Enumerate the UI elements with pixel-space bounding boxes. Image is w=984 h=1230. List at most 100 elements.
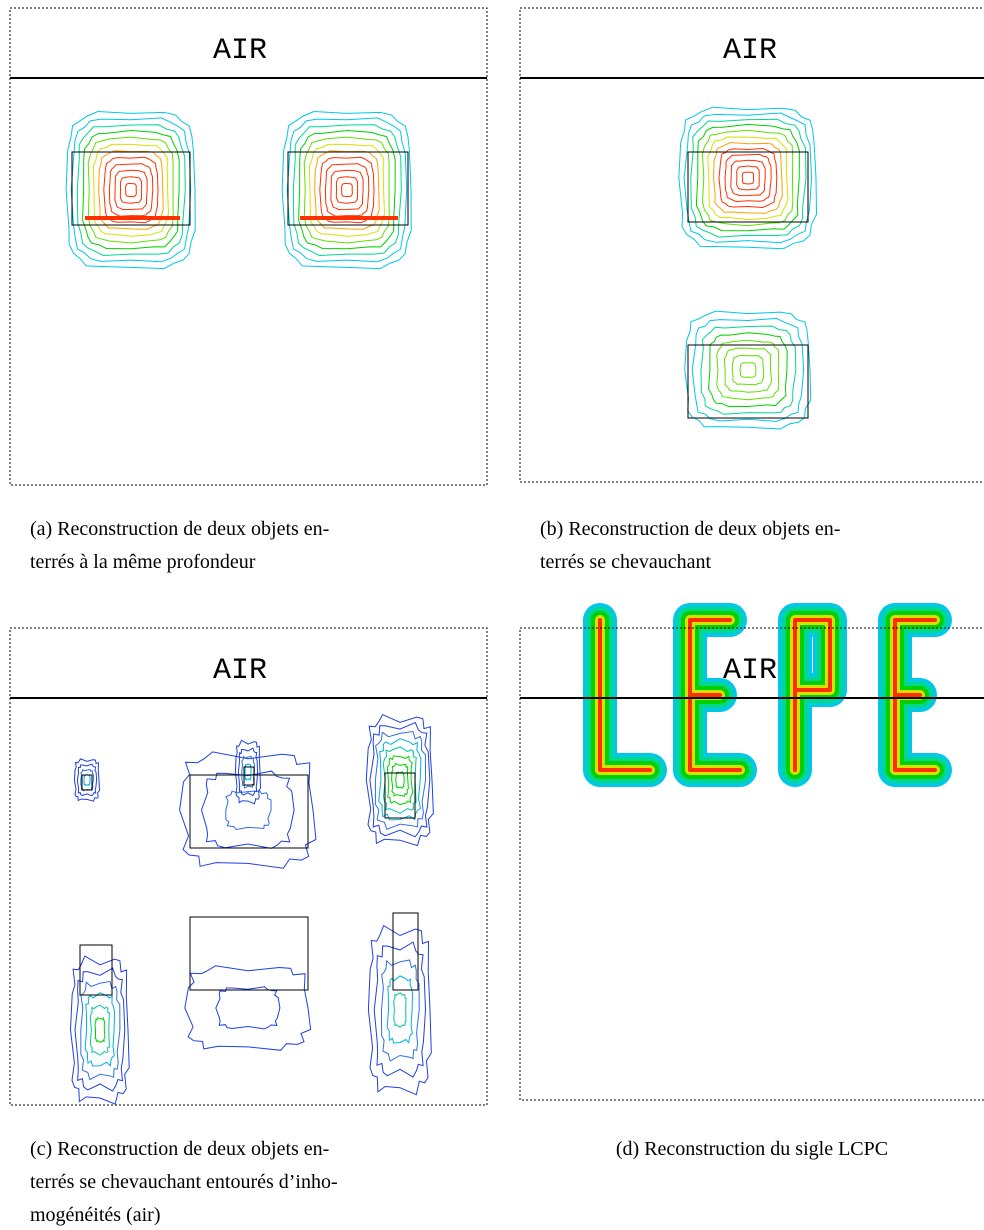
contour-line bbox=[718, 147, 778, 209]
object-outline bbox=[687, 344, 809, 419]
object-outline bbox=[81, 774, 93, 791]
contour-line bbox=[234, 739, 262, 805]
contour-line bbox=[125, 183, 137, 198]
contour-line bbox=[793, 618, 832, 772]
caption-line: (b) Reconstruction de deux objets en- bbox=[540, 518, 840, 540]
contour-line bbox=[244, 763, 252, 781]
contour-line bbox=[365, 713, 434, 847]
contours bbox=[65, 106, 952, 1105]
object-outline bbox=[384, 772, 416, 819]
contour-line bbox=[701, 129, 794, 227]
contour-line bbox=[374, 730, 427, 831]
object-outline bbox=[687, 151, 809, 223]
contour-line bbox=[89, 1004, 111, 1056]
contour-line bbox=[74, 967, 126, 1092]
panel-header: AIR bbox=[723, 654, 777, 688]
object-outline bbox=[79, 944, 113, 996]
object-outline bbox=[287, 151, 409, 226]
contour-line bbox=[80, 980, 121, 1081]
contour-line bbox=[739, 362, 757, 378]
panel-frame bbox=[519, 7, 984, 483]
panel-header: AIR bbox=[723, 34, 777, 68]
caption-line: (a) Reconstruction de deux objets en- bbox=[30, 518, 329, 540]
contour-line bbox=[736, 165, 760, 191]
object-outline bbox=[189, 774, 309, 849]
contour-line bbox=[369, 721, 431, 838]
contour-line bbox=[215, 986, 281, 1030]
contour-line bbox=[92, 143, 170, 237]
contour-line bbox=[103, 156, 159, 224]
object-outline bbox=[243, 766, 255, 786]
contour-line bbox=[707, 136, 789, 221]
contour-line bbox=[690, 118, 807, 238]
contour-line bbox=[314, 150, 380, 230]
caption-line: terrés se chevauchant entourés d’inho- bbox=[30, 1171, 338, 1193]
contour-line bbox=[94, 1017, 106, 1043]
contour-line bbox=[200, 770, 295, 849]
contour-line bbox=[330, 169, 364, 211]
contour-line bbox=[741, 171, 755, 185]
contour-line bbox=[707, 332, 788, 408]
contour-line bbox=[281, 110, 412, 270]
contour-line bbox=[695, 123, 800, 232]
contour-line bbox=[114, 169, 148, 211]
contour-line bbox=[83, 774, 91, 786]
contour-line bbox=[716, 339, 780, 401]
caption-line: (d) Reconstruction du sigle LCPC bbox=[616, 1138, 888, 1160]
contour-line bbox=[893, 618, 937, 772]
contour-line bbox=[308, 143, 386, 237]
contour-line bbox=[303, 136, 390, 244]
contour-line bbox=[393, 992, 407, 1028]
contour-line bbox=[691, 317, 805, 422]
caption-line: terrés à la même profondeur bbox=[30, 551, 256, 573]
contour-line bbox=[373, 941, 427, 1078]
contour-line bbox=[292, 124, 402, 257]
contour-line bbox=[688, 618, 742, 772]
contour-line bbox=[98, 150, 164, 230]
contour-line bbox=[591, 611, 659, 779]
contour-line bbox=[380, 959, 420, 1062]
contour-line bbox=[76, 124, 186, 257]
contour-line bbox=[700, 325, 797, 415]
contour-line bbox=[391, 762, 409, 797]
contour-line bbox=[724, 153, 772, 203]
contour-line bbox=[367, 924, 432, 1096]
contour-line bbox=[386, 755, 414, 806]
panel-header: AIR bbox=[213, 654, 267, 688]
contour-line bbox=[335, 176, 359, 204]
panel-frame bbox=[9, 627, 488, 1106]
contour-line bbox=[319, 156, 375, 224]
object-outline bbox=[392, 912, 419, 991]
contour-line bbox=[341, 183, 353, 198]
contour-line bbox=[70, 117, 192, 263]
object-outline bbox=[189, 916, 309, 991]
contour-line bbox=[225, 790, 272, 831]
panel-header: AIR bbox=[213, 34, 267, 68]
contour-line bbox=[119, 176, 143, 204]
caption-line: mogénéités (air) bbox=[30, 1204, 161, 1226]
contour-line bbox=[678, 106, 818, 250]
contour-line bbox=[683, 112, 813, 244]
contour-line bbox=[87, 136, 174, 244]
contour-line bbox=[286, 117, 408, 263]
contour-line bbox=[723, 347, 773, 393]
contour-line bbox=[395, 771, 405, 789]
contour-line bbox=[82, 129, 180, 250]
contour-line bbox=[730, 159, 766, 197]
contour-line bbox=[73, 758, 101, 802]
panel-frame bbox=[519, 627, 984, 1101]
contour-line bbox=[69, 955, 130, 1105]
contour-line bbox=[241, 755, 255, 789]
caption-line: (c) Reconstruction de deux objets en- bbox=[30, 1138, 329, 1160]
contour-line bbox=[237, 747, 259, 797]
contour-line bbox=[731, 354, 765, 386]
contour-line bbox=[298, 129, 396, 250]
contour-line bbox=[713, 141, 783, 214]
contour-line bbox=[386, 975, 414, 1044]
contour-line bbox=[179, 751, 317, 869]
contour-line bbox=[684, 310, 812, 430]
contour-line bbox=[108, 163, 154, 217]
contour-line bbox=[324, 163, 370, 217]
